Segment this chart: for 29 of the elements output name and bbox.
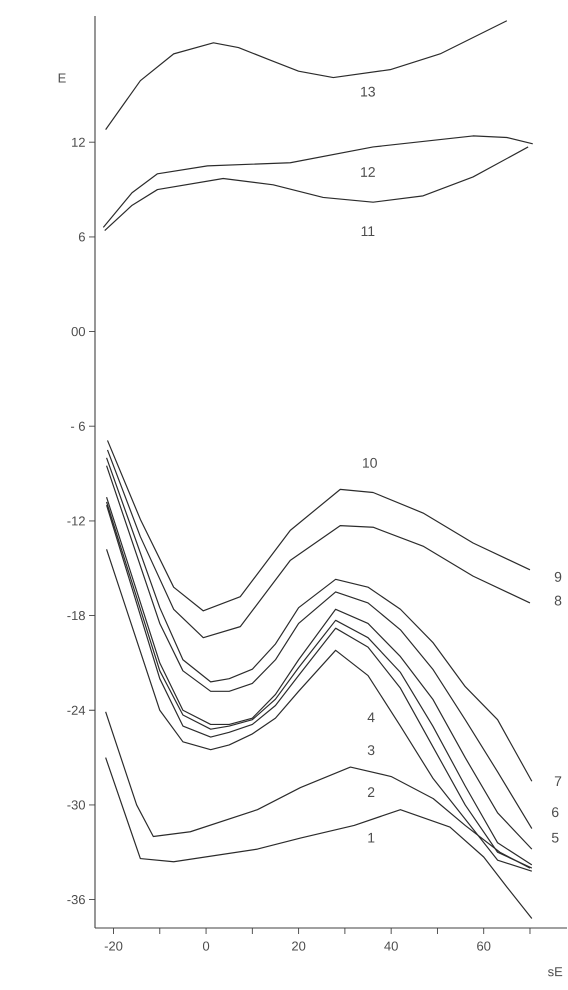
y-tick-label: -36: [68, 895, 86, 904]
y-tick-label: -30: [68, 800, 86, 810]
annotation: 4: [368, 712, 375, 722]
y-axis-title: E: [58, 74, 66, 82]
annotation: 2: [368, 787, 375, 797]
annotation: 13: [361, 86, 376, 97]
x-axis-title: sE: [548, 967, 562, 976]
x-tick-label: 60: [477, 941, 491, 951]
y-tick-label: 00: [72, 326, 86, 336]
y-tick-label: - 6: [71, 422, 86, 431]
annotation: 9: [555, 572, 562, 582]
annotation: 10: [363, 458, 378, 468]
annotation: 11: [362, 226, 375, 236]
x-tick-label: 20: [292, 941, 306, 951]
y-tick-label: -18: [68, 610, 86, 620]
x-tick-label: 0: [203, 941, 210, 951]
y-tick-label: -12: [68, 516, 86, 526]
annotation: 1: [368, 832, 375, 843]
x-tick-label: -20: [104, 941, 123, 951]
y-tick-label: -24: [68, 706, 86, 715]
y-tick-label: 6: [79, 232, 86, 242]
y-tick-label: 12: [72, 138, 86, 147]
annotation: 7: [555, 776, 562, 786]
annotation: 12: [361, 167, 376, 177]
annotation: 8: [554, 596, 562, 606]
annotation: 5: [552, 832, 559, 843]
annotation: 6: [552, 807, 559, 818]
annotation: 3: [368, 745, 375, 756]
x-tick-label: 40: [384, 941, 398, 951]
